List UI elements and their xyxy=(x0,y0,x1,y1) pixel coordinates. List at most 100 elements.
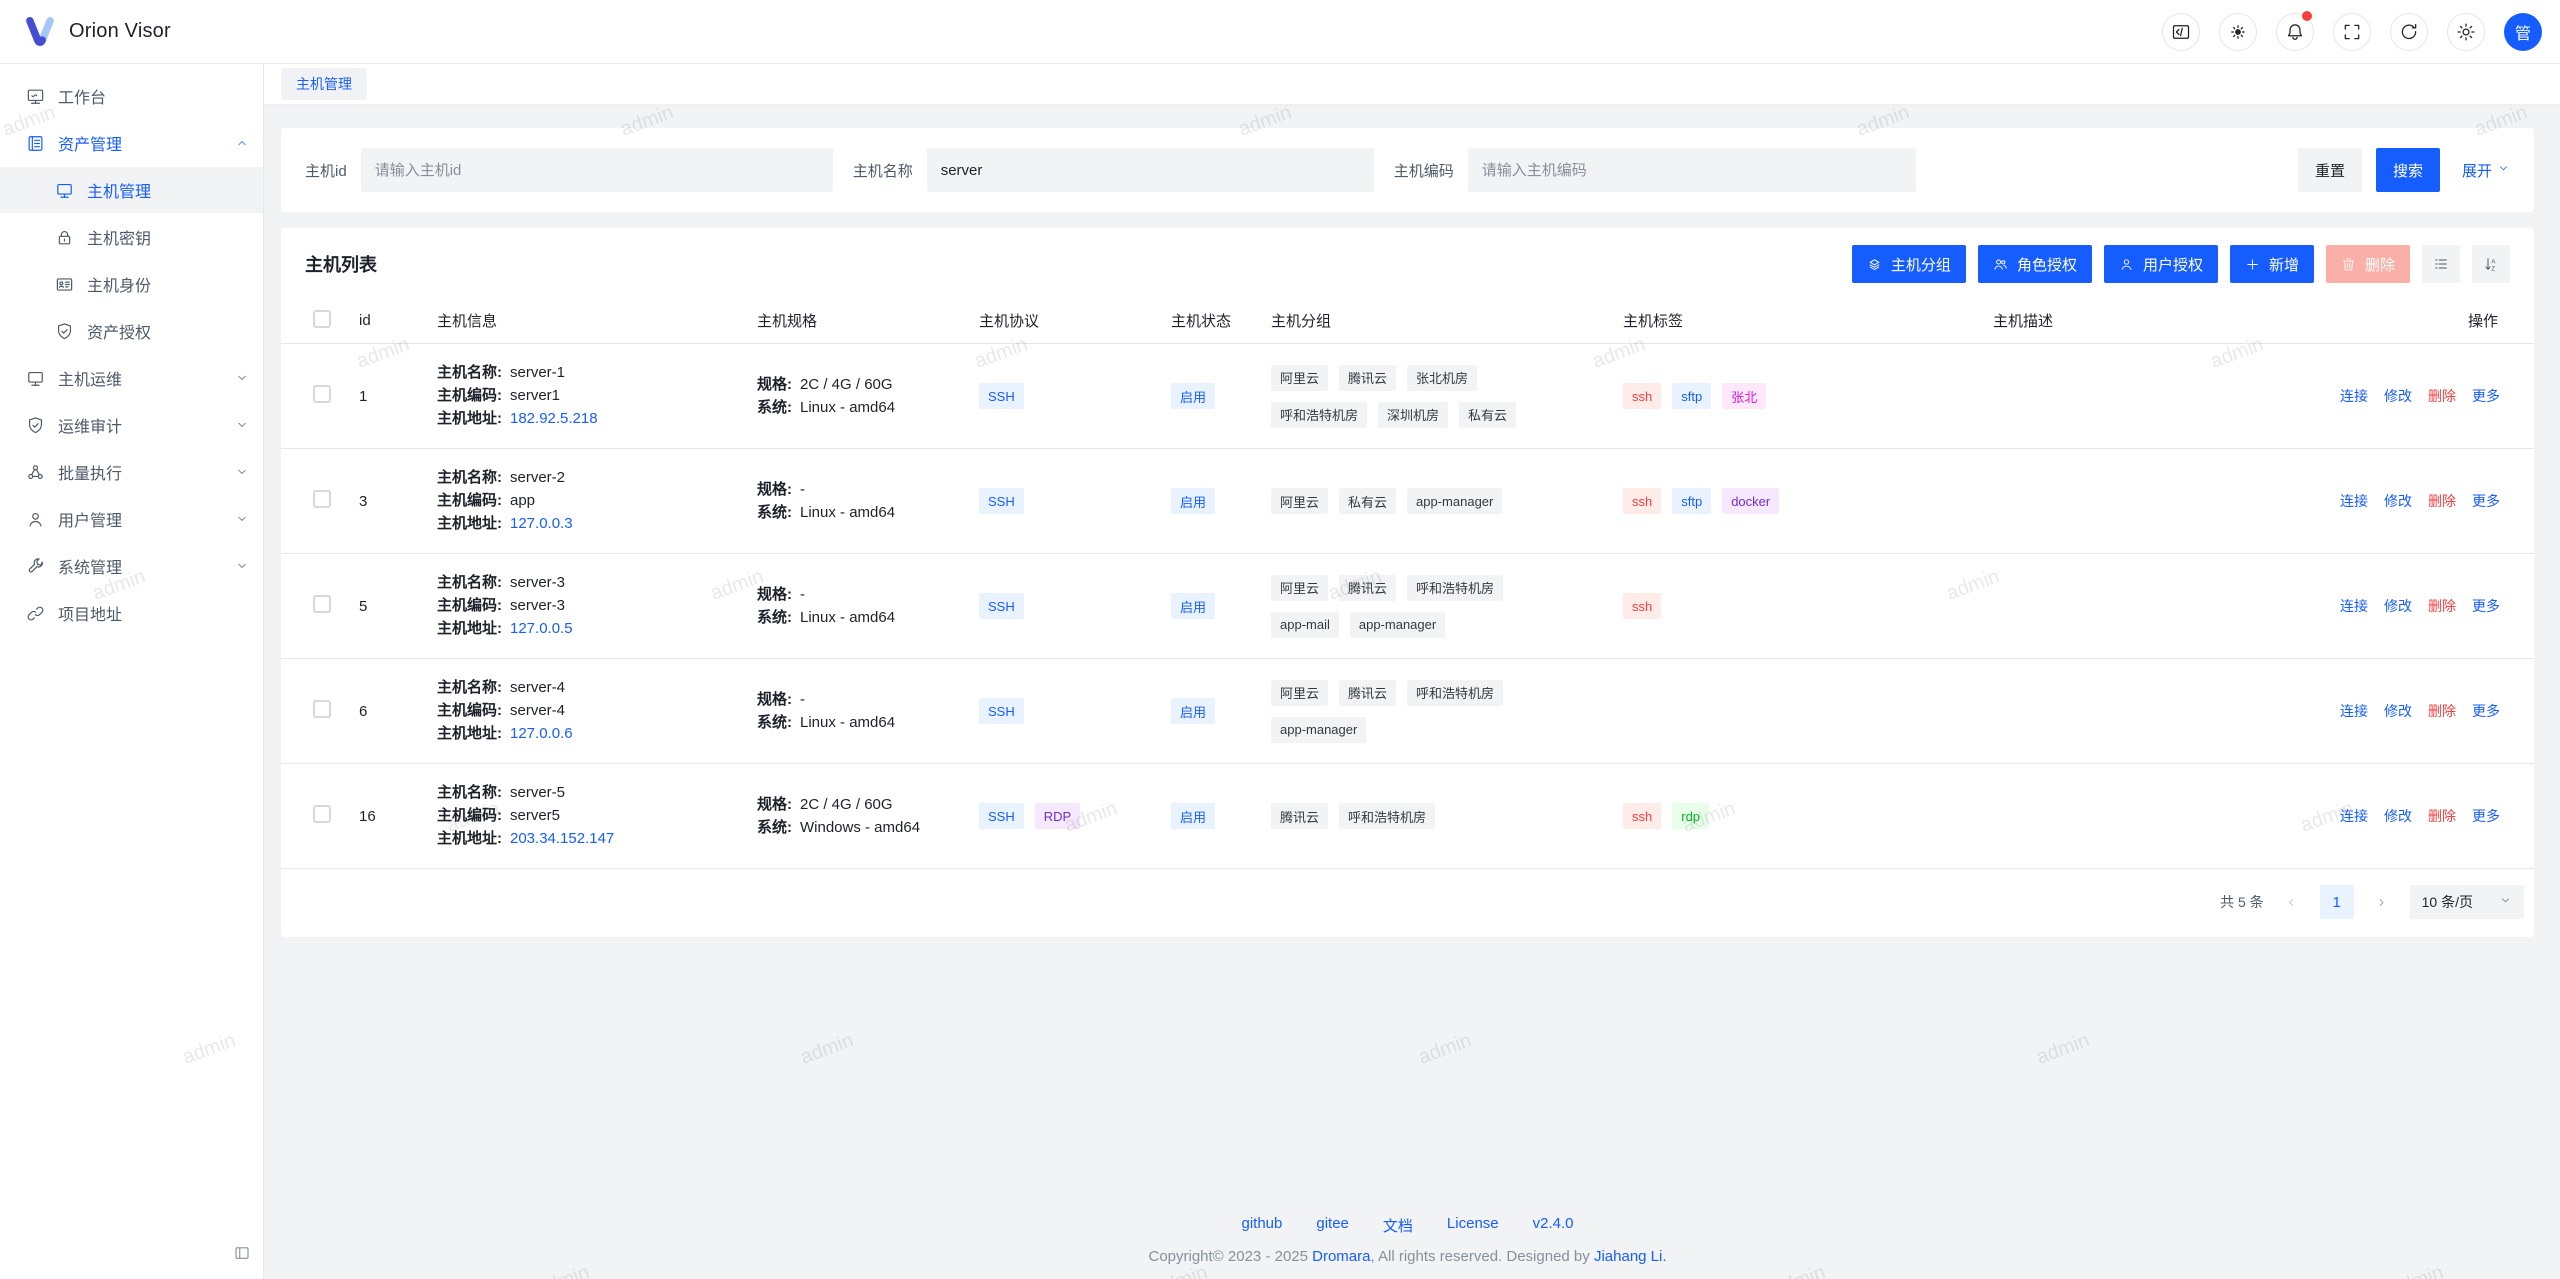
reset-button[interactable]: 重置 xyxy=(2297,148,2362,192)
settings-button[interactable] xyxy=(2447,12,2485,51)
next-page-button[interactable] xyxy=(2367,885,2397,919)
more-link[interactable]: 更多 xyxy=(2472,598,2500,614)
connect-link[interactable]: 连接 xyxy=(2340,808,2368,824)
delete-link[interactable]: 删除 xyxy=(2428,703,2456,719)
host-name-label: 主机名称: xyxy=(437,784,502,801)
edit-link[interactable]: 修改 xyxy=(2384,808,2412,824)
host-group-button[interactable]: 主机分组 xyxy=(1851,245,1966,283)
sidebar-item-asset-authorization[interactable]: 资产授权 xyxy=(0,308,263,354)
host-name-input[interactable] xyxy=(926,148,1374,192)
edit-link[interactable]: 修改 xyxy=(2384,493,2412,509)
delete-link[interactable]: 删除 xyxy=(2428,598,2456,614)
prev-page-button[interactable] xyxy=(2277,885,2307,919)
author-link[interactable]: Jiahang Li. xyxy=(1593,1248,1667,1265)
add-host-button[interactable]: 新增 xyxy=(2229,245,2314,283)
host-id-input[interactable] xyxy=(360,148,833,192)
connect-link[interactable]: 连接 xyxy=(2340,703,2368,719)
footer-link-version[interactable]: v2.4.0 xyxy=(1532,1215,1574,1232)
host-group-cell: 阿里云 腾讯云 呼和浩特机房 app-mail app-manager xyxy=(1271,574,1623,638)
user-icon xyxy=(2121,258,2132,270)
page-1-button[interactable]: 1 xyxy=(2319,885,2354,919)
user-avatar[interactable]: 管 xyxy=(2504,12,2542,51)
row-checkbox[interactable] xyxy=(313,700,331,718)
page-size-select[interactable]: 10 条/页 xyxy=(2409,885,2524,919)
host-address[interactable]: 182.92.5.218 xyxy=(510,410,598,427)
connect-link[interactable]: 连接 xyxy=(2340,493,2368,509)
host-info-cell: 主机名称: server-1 主机编码: server1 主机地址: 182.92.5.2… xyxy=(437,360,757,432)
host-address[interactable]: 127.0.0.6 xyxy=(510,725,573,742)
delete-link[interactable]: 删除 xyxy=(2428,493,2456,509)
host-protocol-cell: SSH xyxy=(979,593,1171,619)
host-spec-cell: 规格: - 系统: Linux - amd64 xyxy=(757,687,979,736)
edit-link[interactable]: 修改 xyxy=(2384,703,2412,719)
select-all-checkbox[interactable] xyxy=(313,309,331,328)
more-link[interactable]: 更多 xyxy=(2472,703,2500,719)
sidebar-item-asset-management[interactable]: 资产管理 xyxy=(0,120,263,166)
sidebar-item-host-ops[interactable]: 主机运维 xyxy=(0,355,263,401)
connect-link[interactable]: 连接 xyxy=(2340,598,2368,614)
sidebar-item-batch-execution[interactable]: 批量执行 xyxy=(0,449,263,495)
sidebar-item-project-url[interactable]: 项目地址 xyxy=(0,590,263,636)
more-link[interactable]: 更多 xyxy=(2472,388,2500,404)
row-checkbox[interactable] xyxy=(313,805,331,823)
more-link[interactable]: 更多 xyxy=(2472,808,2500,824)
footer-link-license[interactable]: License xyxy=(1446,1215,1499,1232)
row-actions: 连接 修改 删除 更多 xyxy=(2280,491,2502,511)
edit-link[interactable]: 修改 xyxy=(2384,598,2412,614)
row-checkbox[interactable] xyxy=(313,385,331,403)
host-name: server-3 xyxy=(510,574,566,591)
notifications-button[interactable] xyxy=(2276,10,2314,51)
more-link[interactable]: 更多 xyxy=(2472,493,2500,509)
list-view-button[interactable] xyxy=(2422,245,2460,283)
sidebar-item-workbench[interactable]: 工作台 xyxy=(0,73,263,119)
theme-toggle-button[interactable] xyxy=(2219,12,2257,51)
dromara-link[interactable]: Dromara xyxy=(1312,1248,1371,1265)
delete-button[interactable]: 删除 xyxy=(2325,245,2410,283)
edit-link[interactable]: 修改 xyxy=(2384,388,2412,404)
sidebar-item-ops-audit[interactable]: 运维审计 xyxy=(0,402,263,448)
host-tag: docker xyxy=(1722,488,1780,514)
content-area: 主机id 主机名称 主机编码 重置 搜索 展开 xyxy=(264,104,2560,1279)
layers-icon xyxy=(1869,258,1880,270)
expand-button[interactable]: 展开 xyxy=(2462,160,2510,181)
search-button[interactable]: 搜索 xyxy=(2375,148,2440,192)
row-id: 3 xyxy=(359,492,368,510)
row-checkbox[interactable] xyxy=(313,490,331,508)
gear-icon xyxy=(2457,22,2475,41)
sidebar-item-system-management[interactable]: 系统管理 xyxy=(0,543,263,589)
sidebar-item-label: 主机管理 xyxy=(87,184,152,201)
fullscreen-button[interactable] xyxy=(2333,12,2371,51)
role-grant-button[interactable]: 角色授权 xyxy=(1977,245,2092,283)
host-status-cell: 启用 xyxy=(1171,383,1271,409)
delete-link[interactable]: 删除 xyxy=(2428,808,2456,824)
footer-link-gitee[interactable]: gitee xyxy=(1316,1215,1349,1232)
host-address[interactable]: 127.0.0.5 xyxy=(510,620,573,637)
logo: Orion Visor xyxy=(22,14,171,50)
system-value: Windows - amd64 xyxy=(800,818,921,836)
host-tags-cell: ssh sftp 张北 xyxy=(1623,383,1993,409)
user-grant-button[interactable]: 用户授权 xyxy=(2103,245,2218,283)
host-code-input[interactable] xyxy=(1467,148,1916,192)
host-address[interactable]: 127.0.0.3 xyxy=(510,515,573,532)
code-editor-button[interactable] xyxy=(2162,12,2200,51)
host-address[interactable]: 203.34.152.147 xyxy=(510,830,615,847)
row-checkbox[interactable] xyxy=(313,595,331,613)
bell-icon xyxy=(2287,23,2303,40)
delete-link[interactable]: 删除 xyxy=(2428,388,2456,404)
refresh-button[interactable] xyxy=(2390,12,2428,51)
footer-link-github[interactable]: github xyxy=(1241,1215,1283,1232)
host-code: server-4 xyxy=(510,702,566,719)
connect-link[interactable]: 连接 xyxy=(2340,388,2368,404)
host-code-label: 主机编码 xyxy=(1393,162,1454,180)
copyright: Copyright© 2023 - 2025 Dromara, All righ… xyxy=(281,1248,2534,1265)
collapse-sidebar-button[interactable] xyxy=(233,1244,251,1267)
sidebar-item-user-management[interactable]: 用户管理 xyxy=(0,496,263,542)
user-icon xyxy=(29,512,42,526)
sidebar-item-host-identity[interactable]: 主机身份 xyxy=(0,261,263,307)
sidebar-item-host-keys[interactable]: 主机密钥 xyxy=(0,214,263,260)
tab-host-management[interactable]: 主机管理 xyxy=(281,68,367,100)
group-tag: 呼和浩特机房 xyxy=(1271,401,1368,428)
sidebar-item-host-management[interactable]: 主机管理 xyxy=(0,167,263,213)
footer-link-docs[interactable]: 文档 xyxy=(1382,1218,1413,1235)
